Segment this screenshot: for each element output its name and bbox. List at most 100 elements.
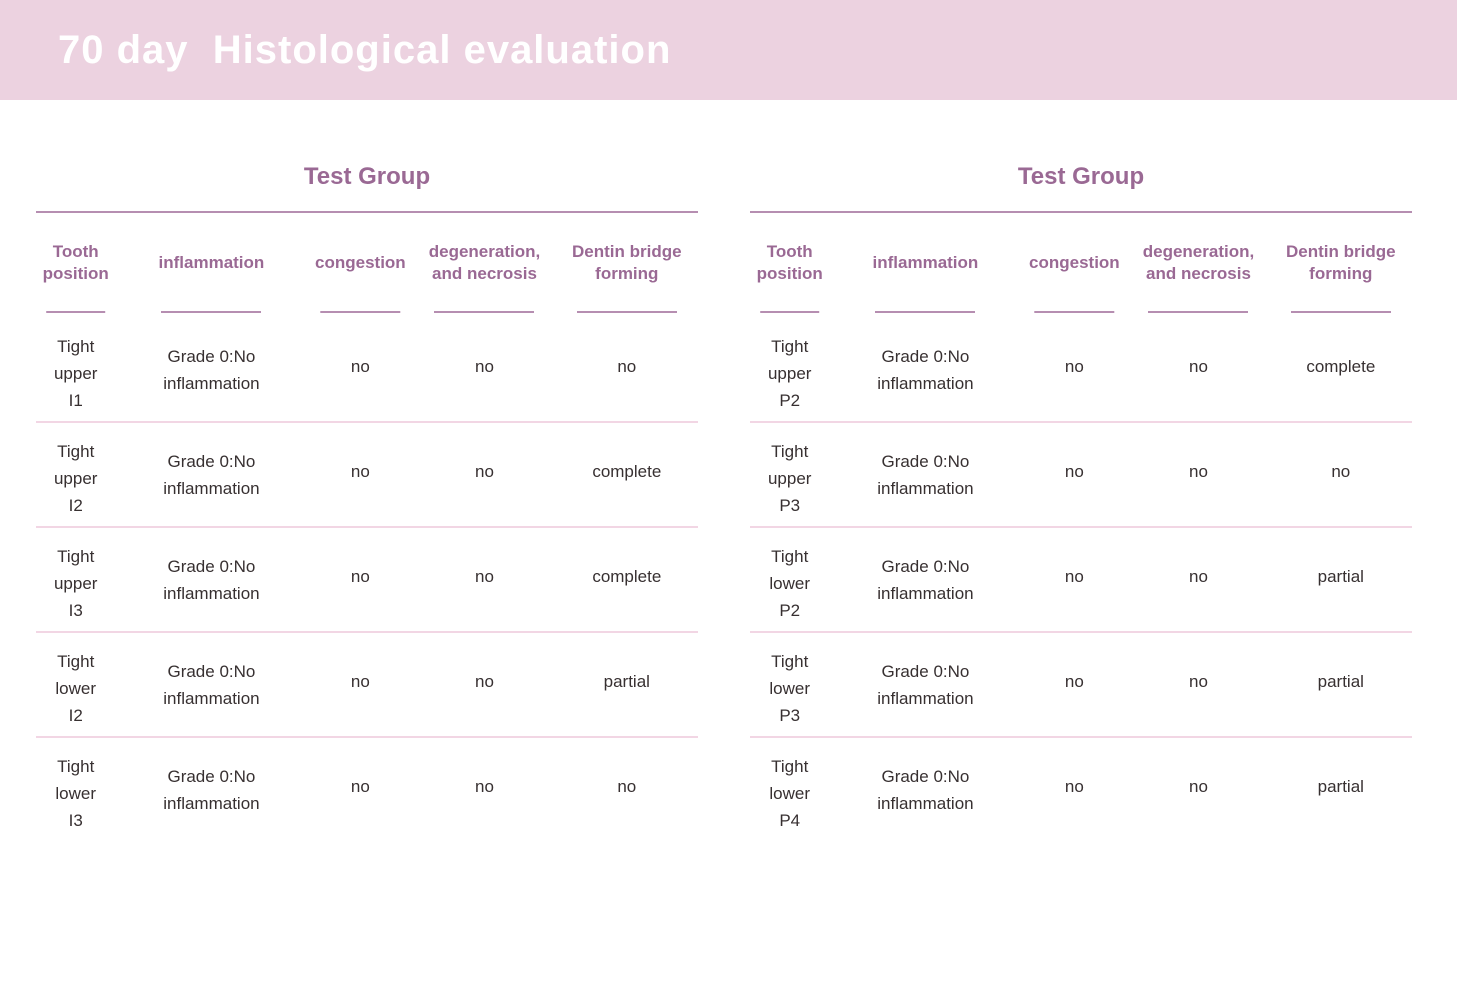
table-row: Tight lower P3 Grade 0:No inflammation n… xyxy=(750,633,1412,738)
tooth-line: upper xyxy=(53,469,98,488)
cell-degeneration: no xyxy=(475,672,494,691)
inflammation-line: inflammation xyxy=(163,584,260,603)
cell-degeneration: no xyxy=(1189,777,1208,796)
cell-tooth-position: Tight upper I1 xyxy=(36,318,115,421)
cell-congestion: no xyxy=(1064,777,1084,796)
table-row: Tight upper I3 Grade 0:No inflammation n… xyxy=(36,528,698,633)
inflammation-line: inflammation xyxy=(163,479,260,498)
cell-tooth-position: Tight upper I2 xyxy=(36,423,115,526)
table-row: Tight lower I3 Grade 0:No inflammation n… xyxy=(36,738,698,843)
tooth-line: lower xyxy=(769,574,811,593)
tooth-line: Tight xyxy=(57,757,95,776)
column-header-tooth-position: Tooth position xyxy=(36,213,115,313)
column-underline xyxy=(576,311,677,313)
table-header-row: Tooth position inflammation congestion d… xyxy=(750,213,1412,313)
inflammation-line: inflammation xyxy=(877,689,974,708)
tooth-line: P2 xyxy=(779,391,801,410)
inflammation-line: inflammation xyxy=(877,794,974,813)
inflammation-line: Grade 0:No xyxy=(167,767,256,786)
column-header-dentin-bridge: Dentin bridge forming xyxy=(1270,213,1412,313)
column-underline xyxy=(161,311,262,313)
inflammation-line: inflammation xyxy=(163,374,260,393)
inflammation-line: inflammation xyxy=(877,584,974,603)
inflammation-line: Grade 0:No xyxy=(167,347,256,366)
column-underline xyxy=(434,311,535,313)
column-underline xyxy=(1148,311,1249,313)
tooth-line: upper xyxy=(53,574,98,593)
tooth-line: Tight xyxy=(57,547,95,566)
column-header-label: Tooth position xyxy=(756,242,823,283)
cell-degeneration: no xyxy=(475,462,494,481)
table-header-row: Tooth position inflammation congestion d… xyxy=(36,213,698,313)
test-group-table-right: Test Group Tooth position inflammation c… xyxy=(750,100,1412,843)
table-row: Tight upper I1 Grade 0:No inflammation n… xyxy=(36,318,698,423)
table-body: Tight upper P2 Grade 0:No inflammation n… xyxy=(750,318,1412,843)
inflammation-line: inflammation xyxy=(877,374,974,393)
cell-inflammation: Grade 0:No inflammation xyxy=(115,738,307,843)
tooth-line: lower xyxy=(769,679,811,698)
tooth-line: I2 xyxy=(68,706,83,725)
column-header-degeneration: degeneration, and necrosis xyxy=(1127,213,1269,313)
inflammation-line: inflammation xyxy=(877,479,974,498)
tooth-line: Tight xyxy=(771,442,809,461)
tooth-line: lower xyxy=(769,784,811,803)
tooth-line: Tight xyxy=(57,442,95,461)
page-title: 70 day Histological evaluation xyxy=(58,28,672,72)
cell-inflammation: Grade 0:No inflammation xyxy=(829,738,1021,843)
column-header-label: inflammation xyxy=(158,253,265,272)
tooth-line: I3 xyxy=(68,601,83,620)
column-header-label: inflammation xyxy=(872,253,979,272)
inflammation-line: Grade 0:No xyxy=(881,767,970,786)
column-header-congestion: congestion xyxy=(1021,213,1127,313)
table-row: Tight upper P2 Grade 0:No inflammation n… xyxy=(750,318,1412,423)
cell-congestion: no xyxy=(350,672,370,691)
tooth-line: lower xyxy=(55,679,97,698)
inflammation-line: Grade 0:No xyxy=(881,452,970,471)
inflammation-line: Grade 0:No xyxy=(167,452,256,471)
cell-congestion: no xyxy=(1064,672,1084,691)
table-row: Tight upper I2 Grade 0:No inflammation n… xyxy=(36,423,698,528)
cell-inflammation: Grade 0:No inflammation xyxy=(829,528,1021,631)
cell-congestion: no xyxy=(350,357,370,376)
table-title: Test Group xyxy=(750,162,1412,213)
tooth-line: P4 xyxy=(779,811,801,830)
cell-inflammation: Grade 0:No inflammation xyxy=(829,318,1021,421)
inflammation-line: Grade 0:No xyxy=(881,557,970,576)
cell-dentin-bridge: partial xyxy=(603,672,650,691)
table-row: Tight upper P3 Grade 0:No inflammation n… xyxy=(750,423,1412,528)
tooth-line: P3 xyxy=(779,706,801,725)
column-header-label: degeneration, and necrosis xyxy=(1142,242,1255,283)
tooth-line: I1 xyxy=(68,391,83,410)
column-header-label: degeneration, and necrosis xyxy=(428,242,541,283)
cell-degeneration: no xyxy=(475,777,494,796)
tooth-line: P2 xyxy=(779,601,801,620)
cell-congestion: no xyxy=(350,567,370,586)
cell-dentin-bridge: complete xyxy=(1306,357,1376,376)
tooth-line: I3 xyxy=(68,811,83,830)
tooth-line: Tight xyxy=(771,547,809,566)
cell-tooth-position: Tight lower P4 xyxy=(750,738,829,843)
table-body: Tight upper I1 Grade 0:No inflammation n… xyxy=(36,318,698,843)
cell-inflammation: Grade 0:No inflammation xyxy=(829,633,1021,736)
tooth-line: Tight xyxy=(771,652,809,671)
cell-degeneration: no xyxy=(475,357,494,376)
test-group-table-left: Test Group Tooth position inflammation c… xyxy=(36,100,698,843)
column-header-inflammation: inflammation xyxy=(115,213,307,313)
tooth-line: lower xyxy=(55,784,97,803)
cell-inflammation: Grade 0:No inflammation xyxy=(115,318,307,421)
tooth-line: upper xyxy=(53,364,98,383)
cell-degeneration: no xyxy=(1189,567,1208,586)
inflammation-line: Grade 0:No xyxy=(167,662,256,681)
cell-tooth-position: Tight upper I3 xyxy=(36,528,115,631)
tooth-line: upper xyxy=(767,364,812,383)
tooth-line: Tight xyxy=(57,652,95,671)
cell-tooth-position: Tight lower I2 xyxy=(36,633,115,736)
cell-tooth-position: Tight lower P3 xyxy=(750,633,829,736)
cell-congestion: no xyxy=(1064,462,1084,481)
cell-dentin-bridge: complete xyxy=(592,567,662,586)
column-underline xyxy=(320,311,401,313)
cell-congestion: no xyxy=(350,462,370,481)
cell-dentin-bridge: partial xyxy=(1317,777,1364,796)
tooth-line: Tight xyxy=(57,337,95,356)
column-underline xyxy=(45,311,106,313)
